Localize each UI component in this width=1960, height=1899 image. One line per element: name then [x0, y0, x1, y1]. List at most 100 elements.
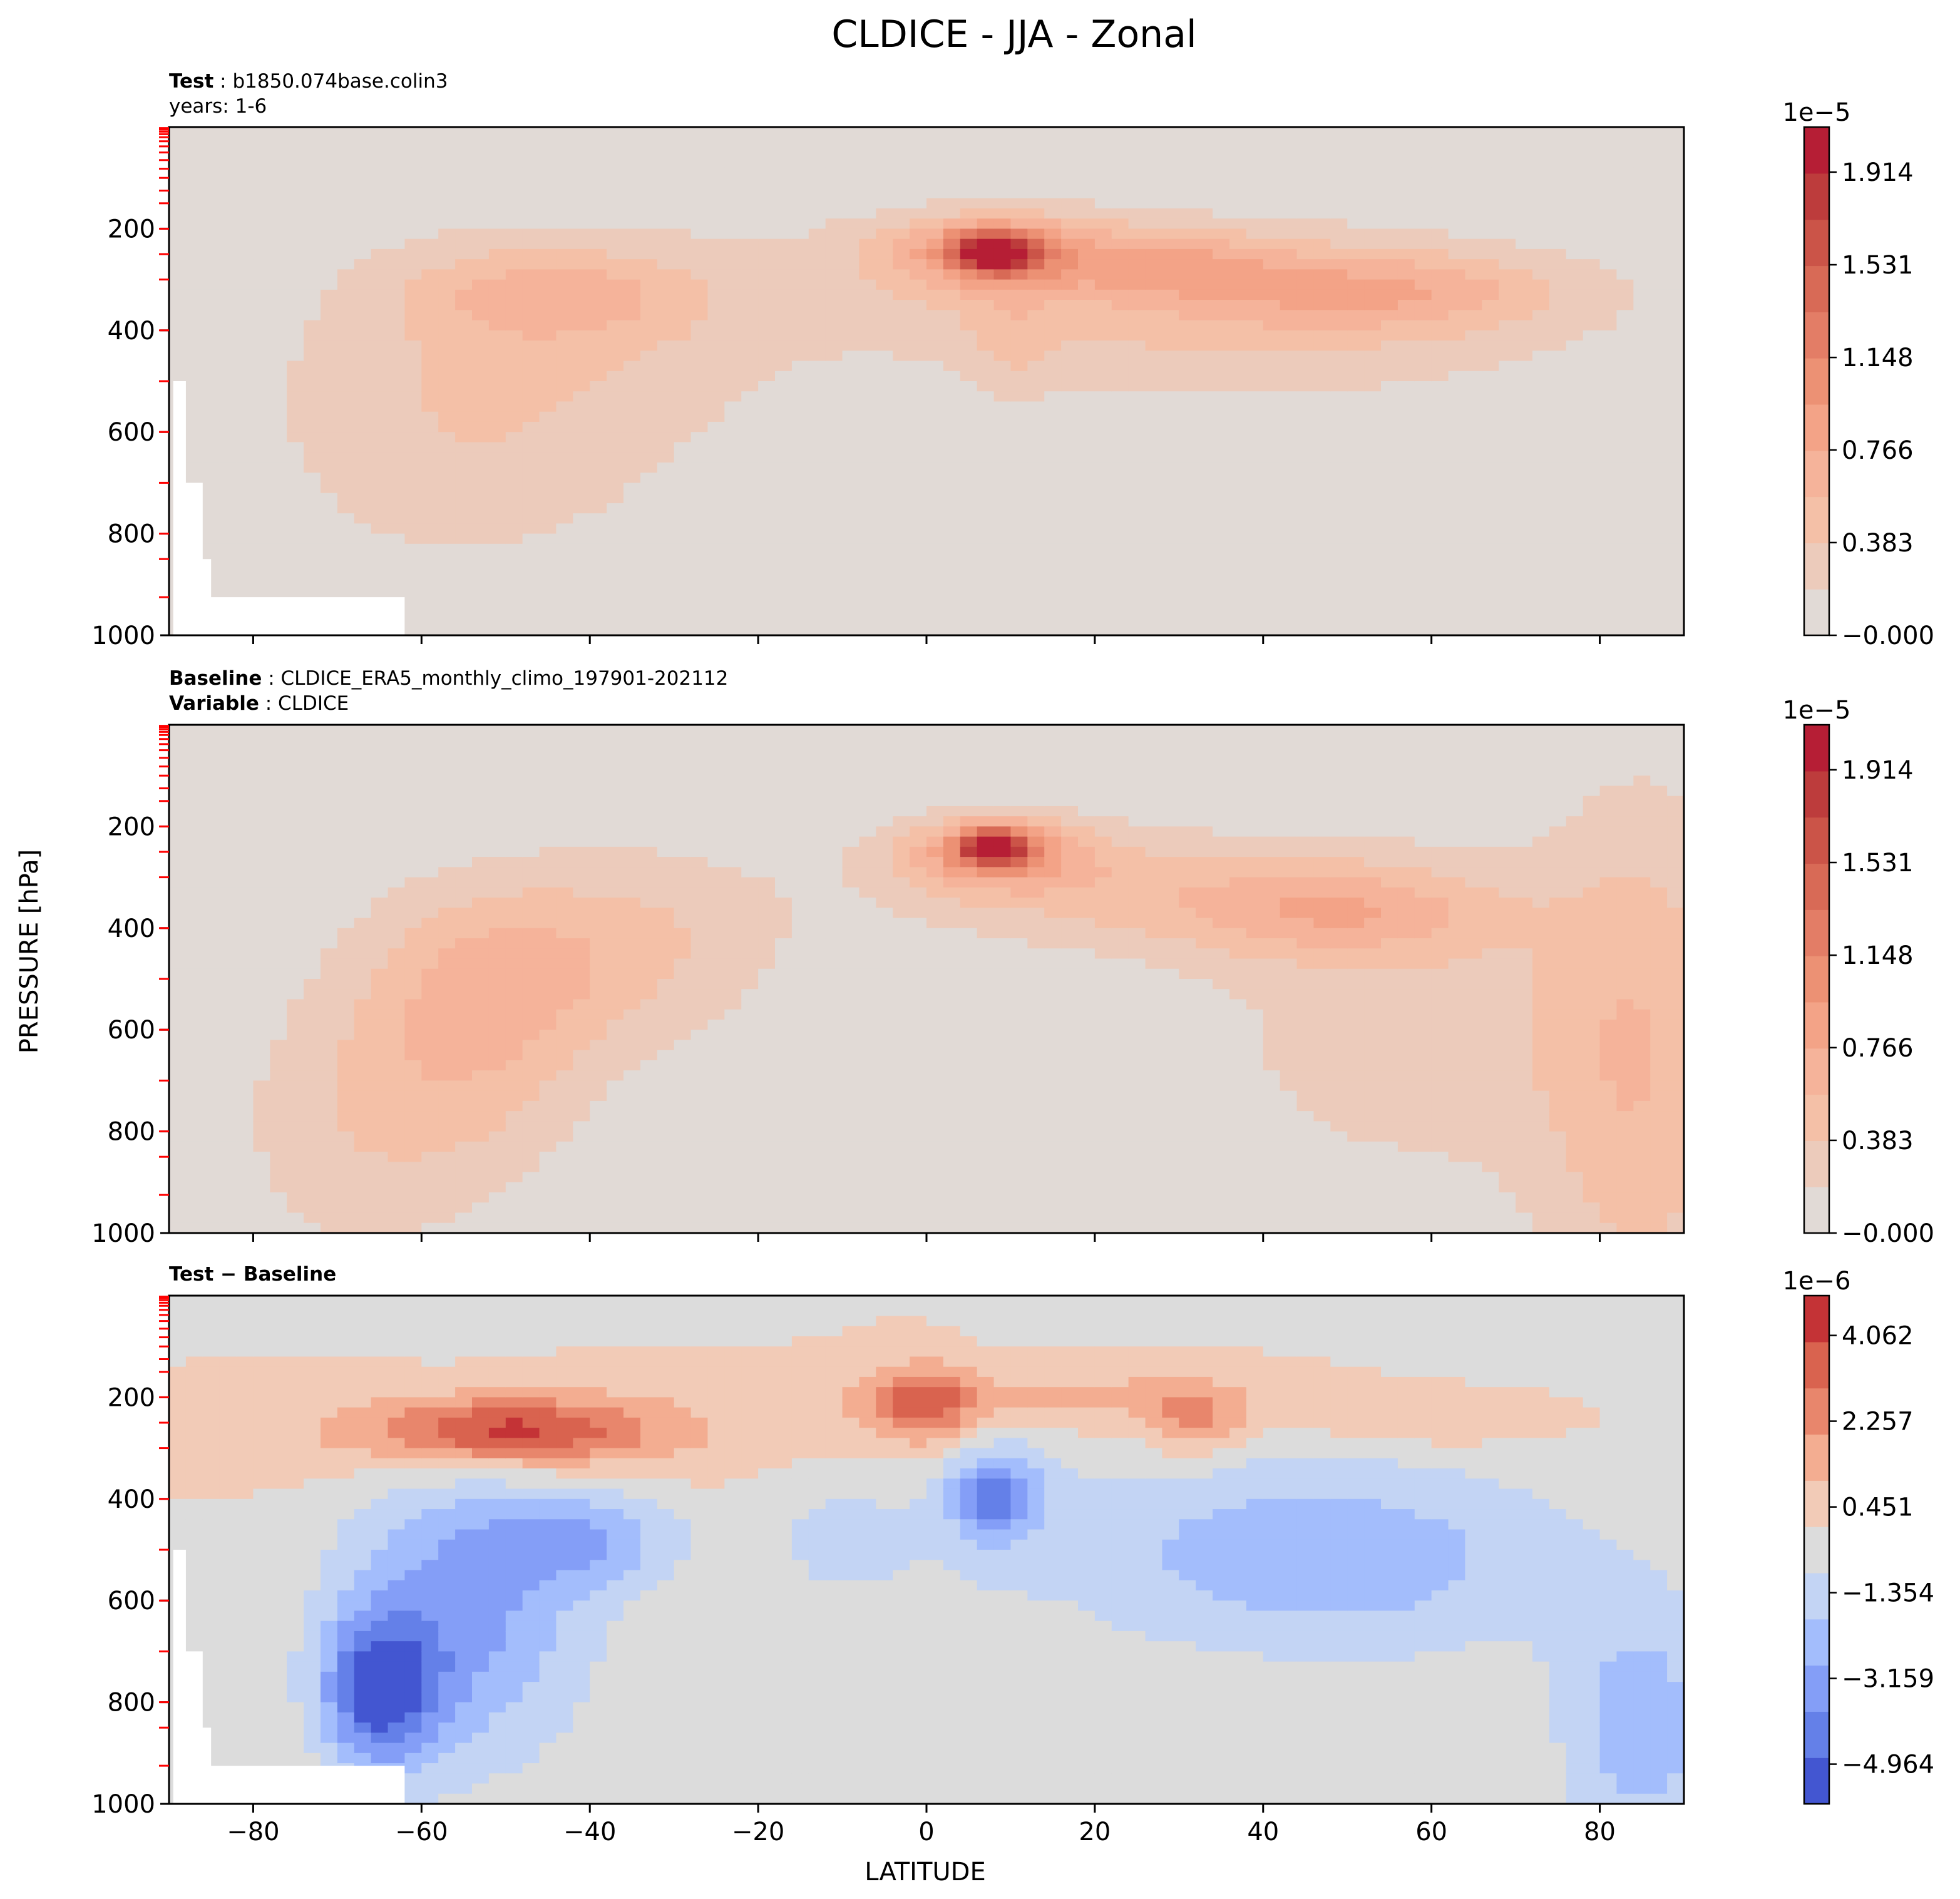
contour-cell — [674, 564, 692, 575]
contour-cell — [202, 1080, 220, 1092]
contour-cell — [556, 584, 574, 595]
contour-cell — [202, 1060, 220, 1071]
contour-cell — [321, 157, 338, 168]
contour-cell — [1650, 269, 1668, 280]
contour-cell — [1027, 269, 1045, 280]
contour-cell — [1650, 452, 1668, 463]
contour-cell — [304, 269, 321, 280]
contour-cell — [825, 361, 843, 372]
contour-cell — [1027, 361, 1045, 372]
contour-cell — [775, 574, 793, 585]
contour-cell — [623, 289, 641, 300]
contour-cell — [910, 137, 927, 148]
contour-cell — [505, 208, 523, 219]
contour-cell — [674, 473, 692, 484]
contour-cell — [1263, 421, 1281, 433]
contour-cell — [724, 351, 742, 362]
contour-cell — [707, 279, 726, 290]
contour-cell — [472, 442, 490, 453]
contour-cell — [1196, 564, 1213, 575]
contour-cell — [287, 928, 304, 939]
contour-cell — [1549, 289, 1567, 300]
contour-cell — [1364, 167, 1382, 178]
contour-cell — [219, 473, 237, 484]
contour-cell — [1061, 564, 1079, 575]
contour-cell — [1094, 361, 1112, 372]
contour-cell — [674, 320, 692, 331]
contour-cell — [590, 564, 607, 575]
contour-cell — [1499, 452, 1516, 463]
contour-cell — [1246, 259, 1264, 270]
contour-cell — [1431, 595, 1449, 606]
contour-cell — [1229, 503, 1247, 514]
contour-cell — [876, 157, 894, 168]
contour-cell — [741, 401, 759, 412]
contour-cell — [1667, 462, 1684, 473]
contour-cell — [169, 918, 187, 929]
contour-cell — [707, 147, 726, 158]
contour-cell — [1213, 320, 1230, 331]
contour-cell — [1280, 157, 1298, 168]
contour-cell — [1111, 401, 1129, 412]
contour-cell — [1549, 381, 1567, 392]
contour-cell — [185, 167, 203, 178]
contour-cell — [1313, 462, 1331, 473]
contour-cell — [842, 513, 860, 525]
contour-cell — [438, 625, 456, 635]
contour-cell — [1044, 493, 1062, 504]
contour-cell — [1616, 523, 1634, 535]
contour-cell — [455, 584, 473, 595]
contour-cell — [1094, 391, 1112, 402]
contour-cell — [1516, 289, 1533, 300]
contour-cell — [321, 198, 338, 209]
contour-cell — [1650, 208, 1668, 219]
contour-cell — [1213, 503, 1230, 514]
contour-cell — [910, 330, 927, 341]
contour-cell — [321, 442, 338, 453]
contour-cell — [1179, 157, 1197, 168]
contour-cell — [270, 948, 288, 960]
contour-cell — [1516, 615, 1533, 626]
contour-cell — [1566, 330, 1584, 341]
contour-cell — [1296, 371, 1315, 382]
contour-cell — [1465, 228, 1483, 240]
contour-cell — [1465, 300, 1483, 311]
contour-cell — [1414, 543, 1432, 555]
colorbar-band — [1804, 173, 1829, 220]
contour-cell — [674, 310, 692, 321]
contour-cell — [539, 442, 557, 453]
contour-cell — [539, 381, 557, 392]
contour-cell — [943, 625, 961, 635]
contour-cell — [1229, 493, 1247, 504]
contour-cell — [640, 218, 658, 230]
contour-cell — [1027, 178, 1045, 189]
contour-cell — [185, 1060, 203, 1071]
contour-cell — [1583, 554, 1601, 565]
contour-cell — [1196, 361, 1213, 372]
contour-cell — [859, 605, 877, 616]
contour-cell — [1179, 411, 1197, 422]
contour-cell — [1566, 564, 1584, 575]
contour-cell — [926, 493, 944, 504]
contour-cell — [202, 735, 220, 746]
contour-cell — [1448, 462, 1466, 473]
contour-cell — [1532, 238, 1550, 250]
contour-cell — [876, 625, 894, 635]
contour-cell — [876, 401, 894, 412]
contour-cell — [977, 421, 995, 433]
contour-cell — [690, 564, 709, 575]
contour-cell — [1179, 605, 1197, 616]
contour-cell — [590, 615, 607, 626]
contour-cell — [1330, 371, 1348, 382]
contour-cell — [1532, 300, 1550, 311]
contour-cell — [1633, 259, 1651, 270]
contour-cell — [236, 938, 254, 950]
contour-cell — [791, 442, 809, 453]
contour-cell — [202, 958, 220, 970]
contour-cell — [1128, 503, 1146, 514]
contour-cell — [1313, 615, 1331, 626]
contour-cell — [775, 167, 793, 178]
contour-cell — [1397, 157, 1415, 168]
contour-cell — [185, 908, 203, 919]
contour-cell — [1196, 320, 1213, 331]
